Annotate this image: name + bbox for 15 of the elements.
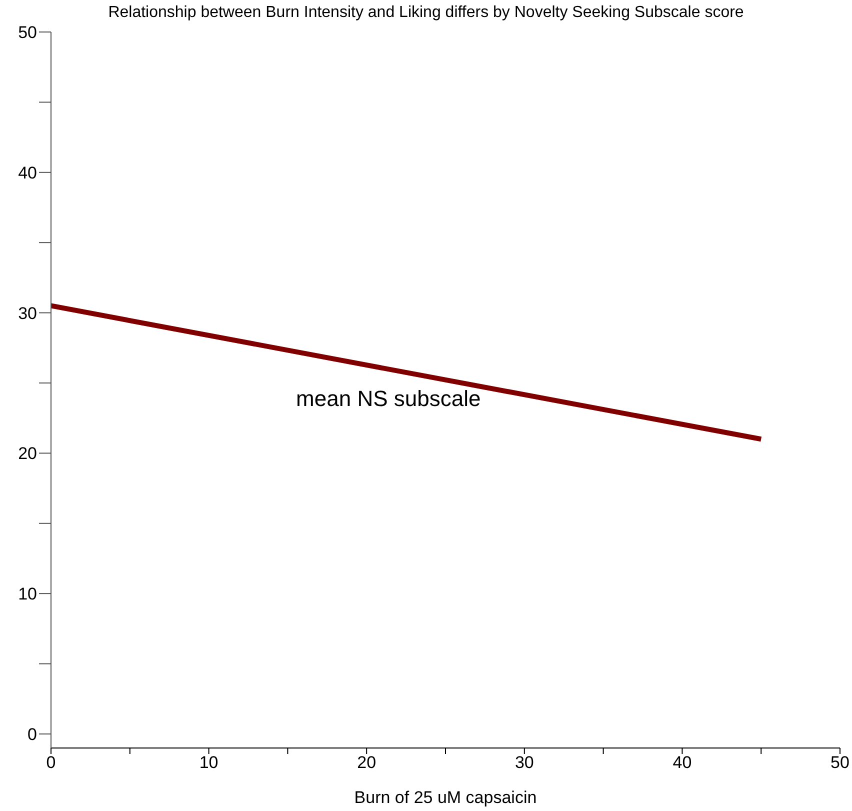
x-tick-label: 30 [514, 753, 534, 772]
y-tick-label: 30 [18, 304, 37, 323]
x-tick-label: 10 [199, 753, 218, 772]
x-tick-label: 40 [672, 753, 692, 772]
x-tick-label: 50 [830, 753, 850, 772]
y-tick-label: 40 [18, 163, 37, 182]
chart-title: Relationship between Burn Intensity and Liking differs by Novelty Seeking Subscale score [107, 4, 745, 22]
y-tick-label: 20 [18, 444, 37, 464]
x-tick-label: 20 [357, 753, 376, 772]
x-axis-title: Burn of 25 uM capsaicin [354, 788, 537, 807]
y-tick-label: 10 [18, 584, 37, 604]
y-tick-label: 50 [18, 23, 37, 42]
x-tick-label: 0 [46, 753, 56, 772]
y-tick-label: 0 [28, 724, 37, 744]
series-label: mean NS subscale [296, 386, 481, 412]
